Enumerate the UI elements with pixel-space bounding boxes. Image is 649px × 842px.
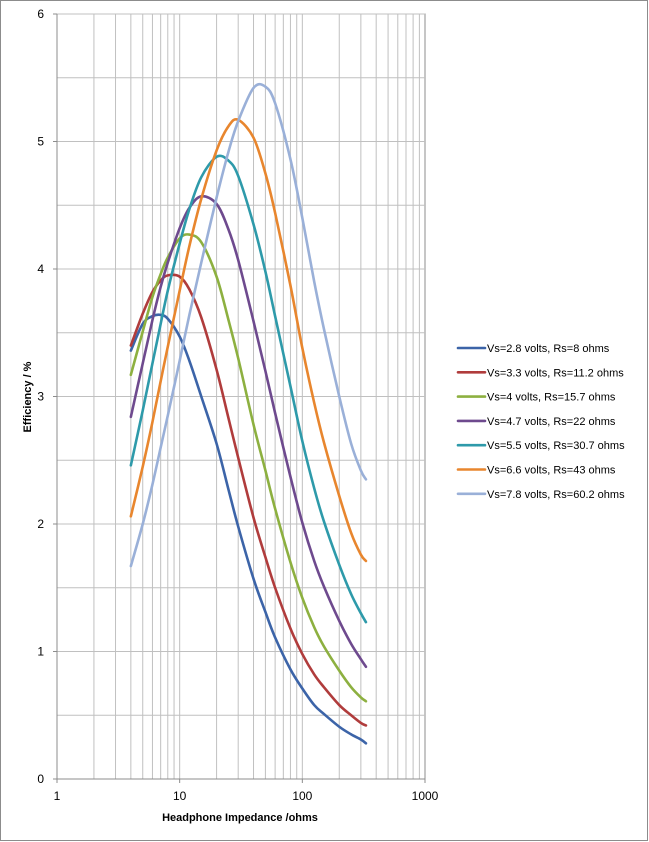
legend-label-1: Vs=2.8 volts, Rs=8 ohms [487,343,610,355]
x-tick-label: 1 [54,789,61,803]
y-tick-label: 0 [37,772,44,786]
series-line-7 [129,82,368,568]
grid [56,13,426,780]
x-tick-label: 100 [292,789,312,803]
y-tick-label: 4 [37,262,44,276]
y-tick-label: 1 [37,645,44,659]
series-line-4 [129,194,368,669]
series-line-1 [129,313,368,745]
x-tick-label: 10 [173,789,187,803]
legend-label-3: Vs=4 volts, Rs=15.7 ohms [487,392,616,404]
y-tick-label: 2 [37,517,44,531]
y-tick-label: 6 [37,7,44,21]
series-lines [129,82,368,745]
series-line-6 [129,117,368,563]
series-line-5 [129,154,368,624]
y-tick-label: 5 [37,135,44,149]
legend-label-7: Vs=7.8 volts, Rs=60.2 ohms [487,489,625,501]
legend-label-6: Vs=6.6 volts, Rs=43 ohms [487,465,616,477]
legend-label-4: Vs=4.7 volts, Rs=22 ohms [487,416,616,428]
x-tick-label: 1000 [412,789,439,803]
y-tick-label: 3 [37,390,44,404]
y-axis-title: Efficiency / % [22,361,34,432]
series-line-3 [129,233,368,703]
legend-label-2: Vs=3.3 volts, Rs=11.2 ohms [487,367,624,379]
legend-label-5: Vs=5.5 volts, Rs=30.7 ohms [487,440,625,452]
x-axis-title: Headphone Impedance /ohms [162,812,318,824]
legend: Vs=2.8 volts, Rs=8 ohms Vs=3.3 volts, Rs=… [456,343,625,501]
